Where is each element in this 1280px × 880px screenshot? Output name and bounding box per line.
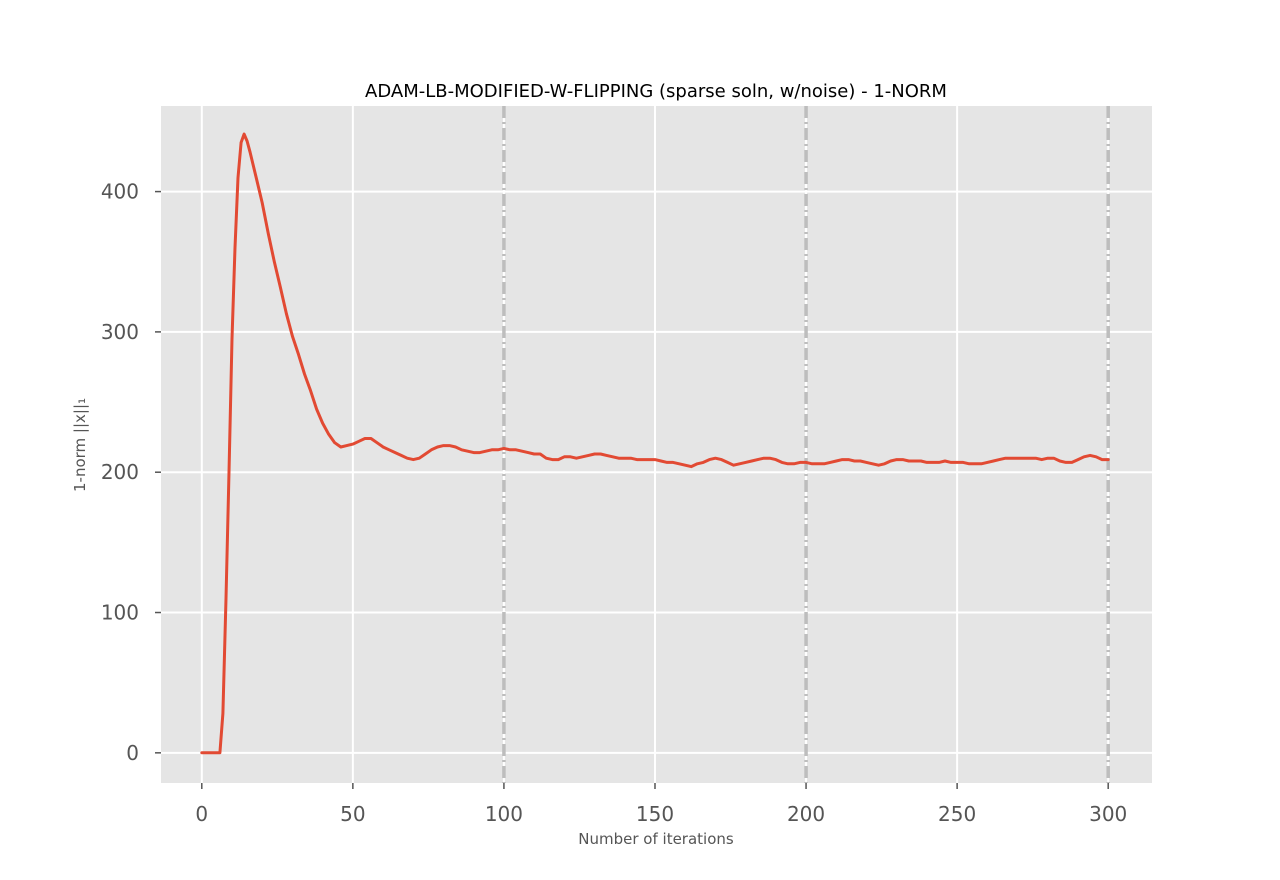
x-tick-label: 300 [1089,802,1127,826]
y-tick-label: 400 [101,180,139,204]
x-tick-label: 200 [787,802,825,826]
x-tick-label: 100 [485,802,523,826]
x-axis-label: Number of iterations [578,830,734,848]
chart-title: ADAM-LB-MODIFIED-W-FLIPPING (sparse soln… [365,81,947,102]
vertical-markers [502,106,1110,783]
y-tick-label: 200 [101,460,139,484]
y-axis: 0 100 200 300 400 [101,180,161,765]
y-tick-label: 100 [101,601,139,625]
x-tick-label: 50 [340,802,365,826]
x-tick-label: 250 [938,802,976,826]
series-group [200,132,1110,755]
x-tick-label: 150 [636,802,674,826]
plot-background [161,106,1152,783]
y-tick-label: 0 [126,741,139,765]
x-axis: 0 50 100 150 200 250 300 [195,783,1127,826]
series-line [200,132,1110,755]
x-tick-label: 0 [195,802,208,826]
y-axis-label: 1-norm ||x||₁ [71,398,89,492]
y-tick-label: 300 [101,320,139,344]
